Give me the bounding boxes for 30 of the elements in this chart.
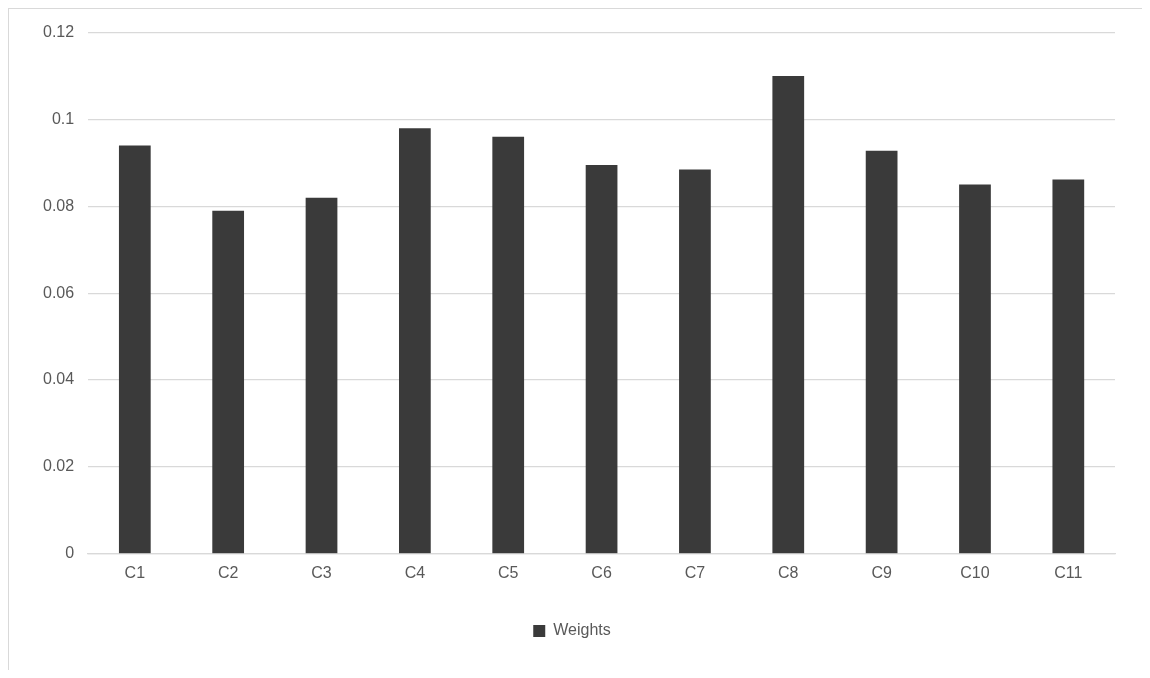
x-tick-label: C2 xyxy=(217,563,239,581)
x-tick-label: C9 xyxy=(871,563,892,581)
x-tick-label: C11 xyxy=(1054,563,1083,581)
bar xyxy=(772,76,805,554)
bar xyxy=(585,165,618,554)
x-tick-label: C1 xyxy=(124,563,146,581)
bar xyxy=(492,136,525,554)
bar xyxy=(212,210,245,554)
x-tick-label: C10 xyxy=(960,563,990,581)
bar xyxy=(399,128,431,554)
y-tick-label: 0.08 xyxy=(43,196,75,214)
y-tick-label: 0 xyxy=(65,544,75,562)
y-tick-label: 0.1 xyxy=(51,109,75,127)
y-tick-label: 0.06 xyxy=(43,283,75,301)
x-tick-label: C7 xyxy=(684,563,706,581)
bar xyxy=(679,169,711,554)
y-tick-label: 0.12 xyxy=(43,23,75,41)
bar xyxy=(959,184,991,554)
y-tick-label: 0.02 xyxy=(43,457,75,475)
x-tick-label: C4 xyxy=(404,563,426,581)
x-tick-label: C8 xyxy=(778,563,799,581)
bar xyxy=(1052,179,1085,554)
x-tick-label: C5 xyxy=(497,563,519,581)
bar xyxy=(118,145,151,554)
bar xyxy=(865,150,898,554)
legend-label: Weights xyxy=(553,621,611,639)
x-tick-label: C6 xyxy=(591,563,612,581)
bar xyxy=(305,197,338,554)
x-tick-label: C3 xyxy=(311,563,332,581)
y-tick-label: 0.04 xyxy=(43,370,75,388)
